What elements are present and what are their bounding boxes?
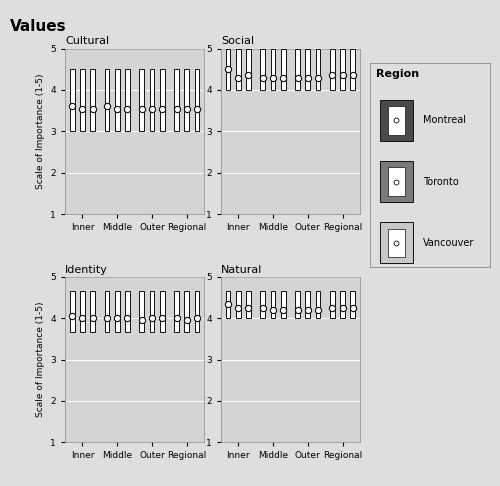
Text: Identity: Identity xyxy=(65,265,108,275)
Bar xyxy=(90,291,95,332)
Bar xyxy=(150,291,154,332)
Bar xyxy=(296,291,300,318)
Bar xyxy=(226,49,230,90)
Bar xyxy=(281,291,285,318)
Bar xyxy=(246,291,251,318)
Bar xyxy=(340,291,345,318)
Bar xyxy=(236,49,240,90)
Bar xyxy=(174,291,179,332)
Bar xyxy=(80,291,85,332)
Bar xyxy=(226,291,230,318)
Bar xyxy=(270,49,276,90)
Bar xyxy=(340,49,345,90)
Bar xyxy=(350,291,355,318)
Text: Region: Region xyxy=(376,69,419,79)
Bar xyxy=(115,291,119,332)
Bar xyxy=(125,69,130,131)
Bar xyxy=(380,161,413,202)
Bar xyxy=(388,228,405,257)
Bar xyxy=(194,69,200,131)
Bar xyxy=(70,291,74,332)
Text: Cultural: Cultural xyxy=(65,36,109,47)
Text: Vancouver: Vancouver xyxy=(423,238,474,248)
Bar xyxy=(194,291,200,332)
Bar xyxy=(306,291,310,318)
Bar xyxy=(260,49,265,90)
Bar xyxy=(350,49,355,90)
Bar xyxy=(184,69,189,131)
Text: Natural: Natural xyxy=(221,265,262,275)
Bar xyxy=(246,49,251,90)
Bar xyxy=(380,223,413,263)
Bar xyxy=(174,69,179,131)
Bar xyxy=(380,100,413,141)
Bar xyxy=(104,69,110,131)
Text: Social: Social xyxy=(221,36,254,47)
Bar xyxy=(140,291,144,332)
Bar xyxy=(316,291,320,318)
Bar xyxy=(330,291,335,318)
Bar xyxy=(160,69,164,131)
Bar xyxy=(115,69,119,131)
Bar xyxy=(160,291,164,332)
Bar xyxy=(296,49,300,90)
Text: Toronto: Toronto xyxy=(423,176,458,187)
Text: Values: Values xyxy=(10,19,66,35)
Bar xyxy=(140,69,144,131)
Bar xyxy=(80,69,85,131)
Bar xyxy=(150,69,154,131)
Bar xyxy=(316,49,320,90)
Bar xyxy=(236,291,240,318)
Bar xyxy=(70,69,74,131)
Bar xyxy=(270,291,276,318)
Bar xyxy=(330,49,335,90)
Bar xyxy=(388,167,405,196)
Y-axis label: Scale of Importance (1-5): Scale of Importance (1-5) xyxy=(36,73,44,189)
Text: Montreal: Montreal xyxy=(423,115,466,125)
Y-axis label: Scale of Importance (1-5): Scale of Importance (1-5) xyxy=(36,302,44,417)
Bar xyxy=(260,291,265,318)
Bar xyxy=(104,291,110,332)
Bar xyxy=(184,291,189,332)
Bar xyxy=(125,291,130,332)
Bar xyxy=(281,49,285,90)
Bar xyxy=(90,69,95,131)
Bar xyxy=(306,49,310,90)
Bar xyxy=(388,106,405,135)
